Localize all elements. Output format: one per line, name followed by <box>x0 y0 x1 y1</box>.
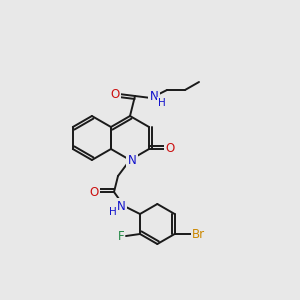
Text: O: O <box>165 142 175 155</box>
Text: F: F <box>118 230 124 242</box>
Text: Br: Br <box>192 227 205 241</box>
Text: N: N <box>128 154 136 166</box>
Text: N: N <box>150 91 158 103</box>
Text: O: O <box>89 185 99 199</box>
Text: H: H <box>158 98 166 108</box>
Text: N: N <box>117 200 125 212</box>
Text: O: O <box>110 88 120 100</box>
Text: H: H <box>109 207 117 217</box>
